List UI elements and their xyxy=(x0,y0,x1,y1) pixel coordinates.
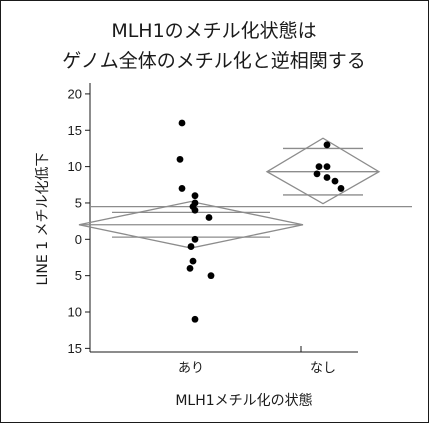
data-point xyxy=(178,185,186,192)
data-point xyxy=(191,315,199,323)
data-point xyxy=(323,174,331,181)
plot-area: 15 10 5 0 5 10 15 20 あり なし xyxy=(68,83,412,376)
data-point xyxy=(187,243,195,250)
data-point xyxy=(207,272,215,280)
data-point xyxy=(323,141,331,149)
data-point xyxy=(205,214,213,221)
y-tick-label: 20 xyxy=(68,86,82,101)
x-category-label: あり xyxy=(178,361,204,376)
y-tick-label: 0 xyxy=(75,232,82,247)
y-tick-label: 5 xyxy=(75,268,82,283)
x-axis-label: MLH1メチル化の状態 xyxy=(175,393,312,409)
data-point xyxy=(189,257,197,265)
y-tick-label: 15 xyxy=(68,341,82,356)
data-point xyxy=(191,235,199,243)
y-axis-label: LINE 1 メチル化低下 xyxy=(35,152,51,285)
data-point xyxy=(191,192,199,200)
y-tick-label: 15 xyxy=(68,123,82,138)
chart-title-line-1: MLH1のメチル化状態は xyxy=(111,20,316,42)
data-point xyxy=(315,163,323,171)
data-point xyxy=(176,155,184,163)
x-category-label: なし xyxy=(310,361,336,376)
data-point xyxy=(323,163,331,171)
data-point xyxy=(191,206,199,214)
y-tick-label: 10 xyxy=(68,159,82,174)
data-point xyxy=(337,185,345,192)
y-tick-label: 5 xyxy=(75,195,82,210)
y-tick-label: 10 xyxy=(68,305,82,320)
data-point xyxy=(313,170,321,178)
data-point xyxy=(178,119,186,127)
data-point xyxy=(331,177,339,185)
data-point xyxy=(186,264,194,272)
chart-title-line-2: ゲノム全体のメチル化と逆相関する xyxy=(62,50,365,72)
